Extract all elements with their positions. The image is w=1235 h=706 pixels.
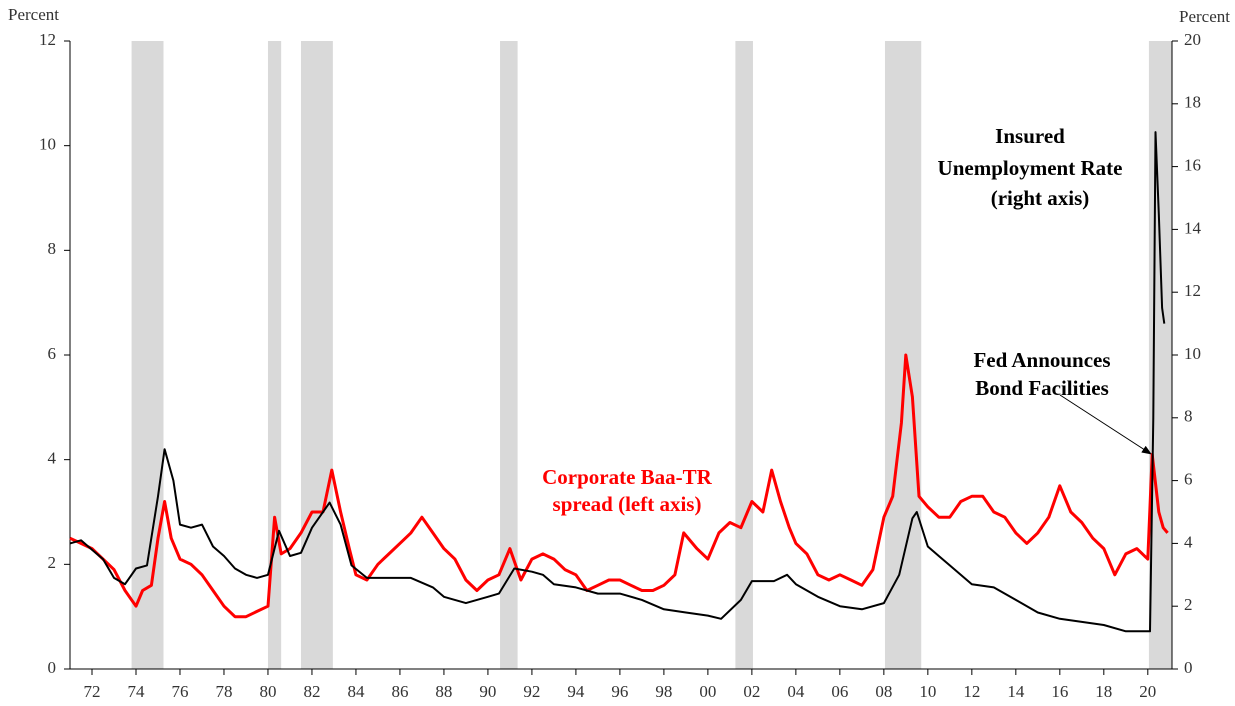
x-tick-label: 96 xyxy=(611,682,628,701)
y2-tick-label: 2 xyxy=(1184,595,1193,614)
x-tick-label: 98 xyxy=(655,682,672,701)
y2-tick-label: 16 xyxy=(1184,156,1201,175)
x-tick-label: 90 xyxy=(479,682,496,701)
x-tick-label: 74 xyxy=(127,682,145,701)
y2-axis-label: Percent xyxy=(1179,7,1230,26)
y2-tick-label: 6 xyxy=(1184,470,1193,489)
y2-tick-label: 12 xyxy=(1184,281,1201,300)
x-tick-label: 20 xyxy=(1139,682,1156,701)
x-tick-label: 12 xyxy=(963,682,980,701)
annotation: Bond Facilities xyxy=(975,376,1109,400)
recession-band xyxy=(884,41,922,669)
recession-band xyxy=(300,41,333,669)
annotation: Fed Announces xyxy=(973,348,1110,372)
y-tick-label: 0 xyxy=(48,658,57,677)
x-tick-label: 08 xyxy=(875,682,892,701)
recession-band xyxy=(131,41,164,669)
y2-tick-label: 8 xyxy=(1184,407,1193,426)
annotation: (right axis) xyxy=(991,186,1090,210)
x-tick-label: 76 xyxy=(171,682,188,701)
y-tick-label: 12 xyxy=(39,30,56,49)
line-series xyxy=(69,131,1166,633)
x-tick-label: 16 xyxy=(1051,682,1068,701)
y-tick-label: 6 xyxy=(48,344,57,363)
y-tick-label: 8 xyxy=(48,239,57,258)
x-tick-label: 72 xyxy=(83,682,100,701)
x-tick-label: 14 xyxy=(1007,682,1025,701)
x-tick-label: 02 xyxy=(743,682,760,701)
line-series xyxy=(69,353,1169,619)
x-tick-label: 18 xyxy=(1095,682,1112,701)
recession-band xyxy=(1148,41,1172,669)
x-tick-label: 88 xyxy=(435,682,452,701)
annotation: Insured xyxy=(995,124,1065,148)
x-tick-label: 10 xyxy=(919,682,936,701)
y-axis-label: Percent xyxy=(8,5,59,24)
x-tick-label: 06 xyxy=(831,682,848,701)
x-tick-label: 84 xyxy=(347,682,365,701)
recession-band xyxy=(267,41,282,669)
annotation-arrow xyxy=(1059,394,1152,455)
annotation: Unemployment Rate xyxy=(938,156,1123,180)
x-tick-label: 82 xyxy=(303,682,320,701)
y-tick-label: 2 xyxy=(48,553,57,572)
x-tick-label: 80 xyxy=(259,682,276,701)
x-tick-label: 92 xyxy=(523,682,540,701)
y2-tick-label: 4 xyxy=(1184,532,1193,551)
y-tick-label: 4 xyxy=(48,449,57,468)
y2-tick-label: 18 xyxy=(1184,93,1201,112)
x-tick-label: 86 xyxy=(391,682,408,701)
x-tick-label: 94 xyxy=(567,682,585,701)
y2-tick-label: 10 xyxy=(1184,344,1201,363)
x-tick-label: 78 xyxy=(215,682,232,701)
recession-band xyxy=(500,41,518,669)
annotation: Corporate Baa-TR xyxy=(542,465,713,489)
x-tick-label: 04 xyxy=(787,682,805,701)
y2-tick-label: 0 xyxy=(1184,658,1193,677)
y-tick-label: 10 xyxy=(39,135,56,154)
y2-tick-label: 20 xyxy=(1184,30,1201,49)
recession-band xyxy=(735,41,753,669)
annotation: spread (left axis) xyxy=(553,492,702,516)
x-tick-label: 00 xyxy=(699,682,716,701)
y2-tick-label: 14 xyxy=(1184,218,1202,237)
